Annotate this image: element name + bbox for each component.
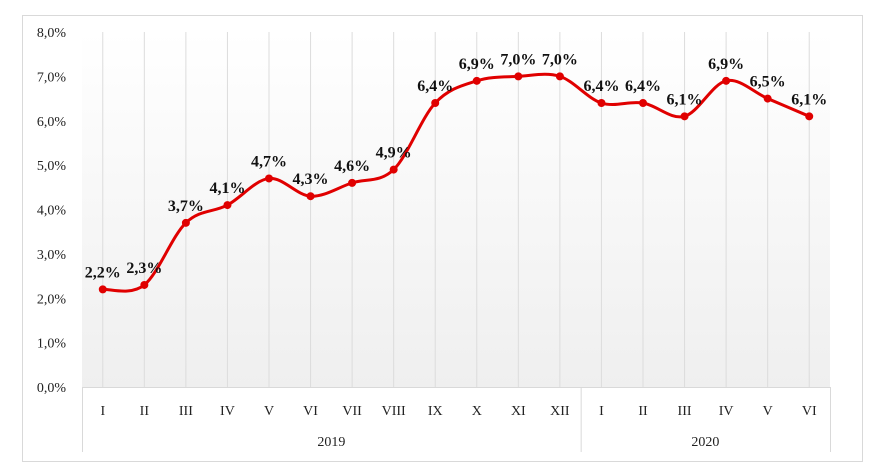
x-tick-label: VI — [802, 404, 817, 419]
x-tick-label: I — [599, 404, 604, 419]
data-label: 4,3% — [293, 171, 329, 188]
x-tick-label: IV — [220, 404, 235, 419]
data-label: 6,1% — [667, 91, 703, 108]
data-point — [597, 99, 606, 107]
data-point — [431, 99, 440, 107]
data-point — [265, 174, 273, 183]
data-point — [555, 72, 564, 81]
x-tick-label: VIII — [382, 404, 406, 419]
data-label: 6,4% — [583, 78, 619, 95]
data-point — [639, 99, 647, 107]
data-label: 4,1% — [209, 180, 245, 197]
data-point — [514, 72, 523, 81]
plot-area — [82, 32, 830, 387]
data-label: 2,3% — [126, 260, 162, 277]
data-label: 4,9% — [376, 145, 412, 162]
data-point — [181, 218, 190, 227]
x-tick-label: IV — [719, 404, 734, 419]
x-tick-label: III — [678, 404, 692, 419]
data-point — [805, 112, 814, 121]
x-tick-label: IX — [428, 404, 443, 419]
data-label: 6,9% — [708, 56, 744, 73]
data-label: 2,2% — [85, 264, 121, 281]
data-point — [472, 76, 481, 85]
data-point — [306, 192, 315, 201]
x-tick-label: VII — [342, 404, 362, 419]
data-label: 6,1% — [791, 91, 827, 108]
data-label: 4,6% — [334, 158, 370, 175]
data-point — [389, 165, 398, 174]
x-tick-label: I — [100, 404, 105, 419]
data-point — [722, 76, 731, 85]
y-tick-label: 1,0% — [37, 337, 67, 352]
y-tick-label: 5,0% — [37, 159, 67, 174]
data-point — [223, 201, 232, 210]
x-tick-label: III — [179, 404, 193, 419]
data-point — [98, 285, 107, 294]
data-label: 3,7% — [168, 198, 204, 215]
x-tick-label: XII — [550, 404, 570, 419]
data-label: 4,7% — [251, 153, 287, 170]
x-tick-label: VI — [303, 404, 318, 419]
x-tick-label: V — [763, 404, 773, 419]
group-label: 2020 — [691, 435, 719, 450]
data-point — [763, 94, 772, 103]
x-tick-label: X — [472, 404, 482, 419]
x-tick-label: II — [638, 404, 648, 419]
data-point — [140, 280, 149, 289]
data-label: 6,5% — [750, 74, 786, 91]
group-label: 2019 — [317, 435, 345, 450]
data-point — [348, 178, 357, 187]
y-tick-label: 0,0% — [37, 381, 67, 396]
x-tick-label: XI — [511, 404, 526, 419]
y-tick-label: 6,0% — [37, 115, 67, 130]
x-tick-label: II — [140, 404, 150, 419]
y-tick-label: 2,0% — [37, 292, 67, 307]
y-tick-label: 7,0% — [37, 70, 67, 85]
y-tick-label: 8,0% — [37, 26, 67, 41]
x-tick-label: V — [264, 404, 274, 419]
data-label: 6,4% — [625, 78, 661, 95]
data-label: 7,0% — [500, 51, 536, 68]
data-point — [680, 112, 689, 121]
data-label: 7,0% — [542, 51, 578, 68]
y-tick-label: 3,0% — [37, 248, 67, 263]
y-tick-label: 4,0% — [37, 204, 67, 219]
data-label: 6,4% — [417, 78, 453, 95]
data-label: 6,9% — [459, 56, 495, 73]
